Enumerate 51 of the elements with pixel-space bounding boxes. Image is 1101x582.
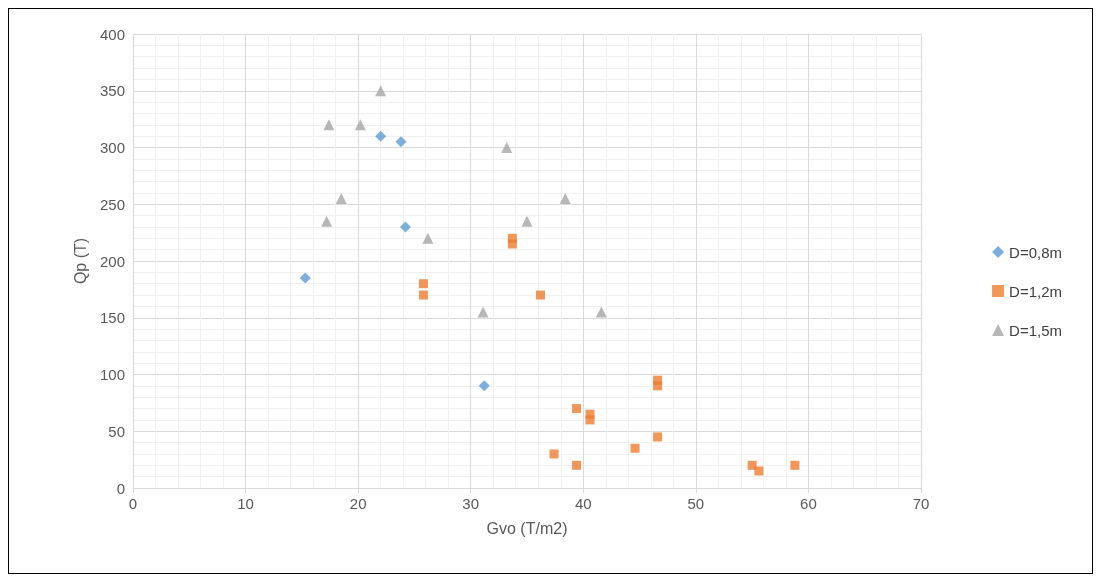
y-tick-label: 400 bbox=[99, 25, 125, 43]
legend-label: D=1,2m bbox=[1009, 282, 1063, 300]
x-axis-title: Gvo (T/m2) bbox=[486, 519, 568, 537]
point bbox=[572, 404, 582, 414]
x-tick-label: 30 bbox=[462, 495, 480, 512]
point bbox=[477, 306, 489, 318]
y-tick-label: 100 bbox=[99, 366, 125, 383]
y-tick-label: 0 bbox=[116, 479, 125, 497]
point bbox=[418, 290, 428, 300]
point bbox=[375, 130, 387, 142]
point bbox=[501, 142, 513, 153]
x-tick-label: 0 bbox=[128, 495, 138, 512]
point bbox=[418, 279, 428, 289]
point bbox=[354, 119, 366, 131]
point bbox=[395, 136, 407, 148]
y-tick-label: 200 bbox=[99, 252, 125, 270]
point bbox=[559, 193, 571, 205]
x-tick-label: 10 bbox=[237, 495, 254, 512]
y-axis-title: Qp (T) bbox=[71, 237, 89, 285]
y-tick-label: 300 bbox=[99, 139, 125, 156]
point bbox=[321, 215, 333, 227]
point bbox=[299, 272, 311, 284]
point bbox=[572, 460, 582, 470]
point bbox=[585, 415, 595, 425]
x-tick-label: 20 bbox=[349, 495, 367, 512]
x-tick-label: 60 bbox=[800, 495, 817, 512]
point bbox=[323, 119, 335, 131]
point bbox=[521, 215, 533, 227]
point bbox=[653, 381, 663, 391]
point bbox=[790, 460, 800, 470]
legend-label: D=1,5m bbox=[1009, 321, 1063, 339]
x-tick-label: 40 bbox=[574, 495, 592, 512]
point bbox=[422, 232, 434, 244]
y-tick-label: 150 bbox=[99, 309, 125, 327]
legend-label: D=0,8m bbox=[1009, 243, 1063, 261]
point bbox=[399, 221, 411, 233]
x-tick-label: 70 bbox=[912, 495, 930, 512]
y-tick-label: 50 bbox=[108, 422, 125, 440]
y-tick-label: 350 bbox=[99, 82, 125, 100]
y-tick-label: 250 bbox=[99, 195, 125, 213]
point bbox=[375, 85, 387, 97]
point bbox=[653, 432, 663, 442]
point bbox=[335, 193, 347, 205]
point bbox=[536, 290, 546, 300]
point bbox=[595, 306, 607, 318]
point bbox=[549, 449, 559, 459]
point bbox=[754, 466, 764, 476]
x-tick-label: 50 bbox=[687, 495, 705, 512]
point bbox=[478, 380, 490, 392]
point bbox=[630, 443, 640, 453]
point bbox=[507, 239, 517, 249]
